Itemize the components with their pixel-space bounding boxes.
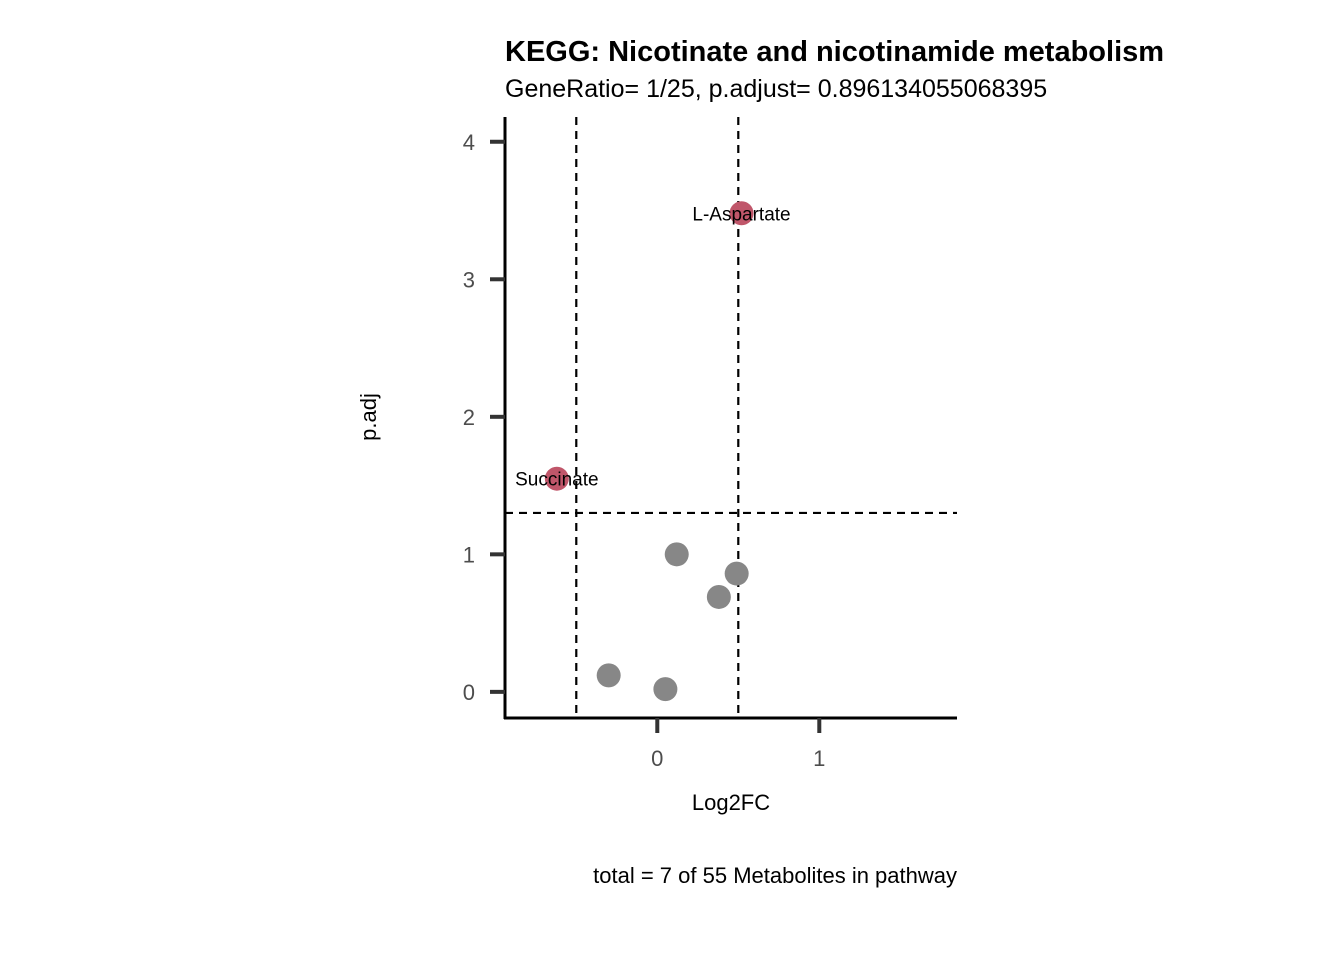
y-tick-label: 2 — [463, 405, 475, 430]
chart-caption: total = 7 of 55 Metabolites in pathway — [593, 863, 957, 888]
y-tick-label: 0 — [463, 680, 475, 705]
x-axis-label: Log2FC — [692, 790, 770, 815]
point-label: Succinate — [515, 470, 598, 491]
y-tick-label: 3 — [463, 267, 475, 292]
y-tick-label: 4 — [463, 130, 475, 155]
point-label: L-Aspartate — [692, 204, 790, 225]
y-tick-label: 1 — [463, 542, 475, 567]
significant-point — [544, 466, 569, 491]
x-tick-label: 0 — [651, 746, 663, 771]
y-axis-label: p.adj — [356, 393, 381, 441]
chart-subtitle: GeneRatio= 1/25, p.adjust= 0.89613405506… — [505, 75, 1047, 103]
data-points: L-Aspartate Succinate — [515, 201, 791, 702]
significant-point — [729, 201, 754, 226]
point — [653, 677, 678, 702]
chart-title: KEGG: Nicotinate and nicotinamide metabo… — [505, 36, 1164, 68]
point — [706, 584, 731, 609]
point — [664, 542, 689, 567]
point — [724, 561, 749, 586]
x-tick-label: 1 — [813, 746, 825, 771]
axes: 0 1 2 3 4 0 1 — [463, 117, 957, 771]
point — [596, 663, 621, 688]
